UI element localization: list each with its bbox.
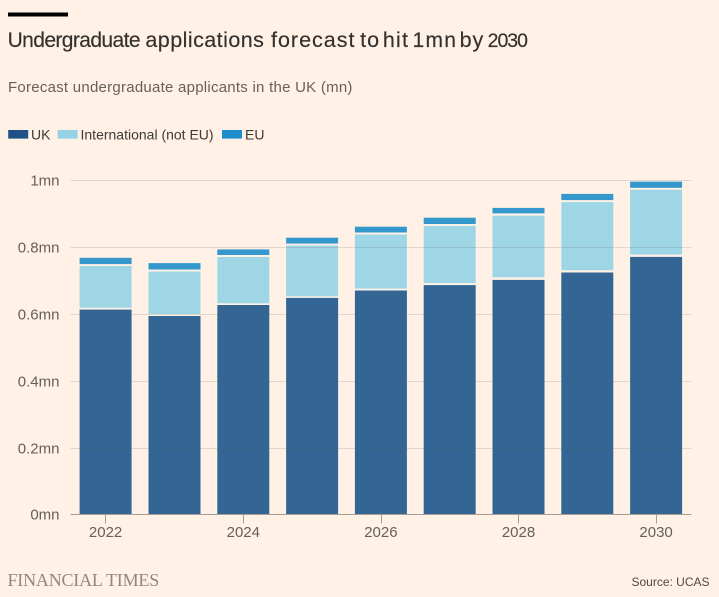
svg-text:Source: UCAS: Source: UCAS: [631, 575, 709, 589]
svg-text:0.8mn: 0.8mn: [18, 240, 60, 257]
svg-text:2026: 2026: [364, 524, 397, 541]
svg-text:0.2mn: 0.2mn: [18, 441, 60, 458]
svg-text:UK: UK: [31, 127, 51, 143]
svg-text:International (not EU): International (not EU): [81, 127, 214, 143]
svg-text:2024: 2024: [227, 524, 260, 541]
svg-text:2022: 2022: [89, 524, 122, 541]
svg-text:FINANCIAL TIMES: FINANCIAL TIMES: [8, 570, 160, 590]
svg-text:EU: EU: [245, 127, 264, 143]
svg-text:2030: 2030: [639, 524, 672, 541]
svg-text:0.6mn: 0.6mn: [18, 307, 60, 324]
svg-text:0mn: 0mn: [30, 507, 59, 524]
svg-text:2028: 2028: [502, 524, 535, 541]
svg-text:Forecast undergraduate applica: Forecast undergraduate applicants in the…: [8, 79, 353, 96]
svg-text:0.4mn: 0.4mn: [18, 374, 60, 391]
svg-text:1mn: 1mn: [30, 173, 59, 190]
